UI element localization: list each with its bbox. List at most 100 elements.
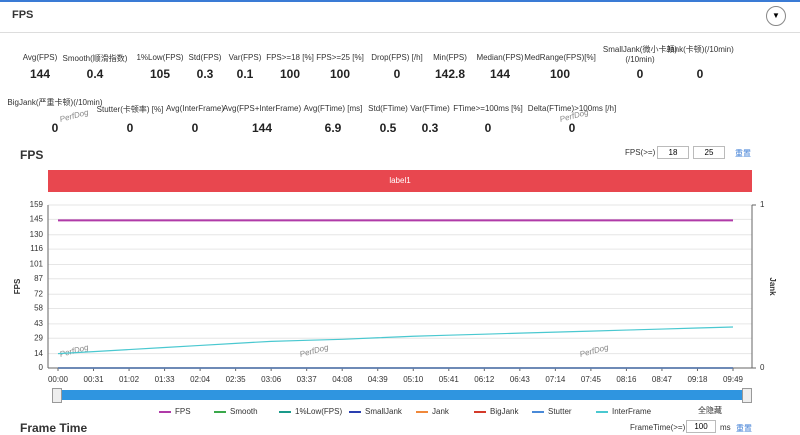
x-tick-label: 03:06 (261, 375, 282, 384)
legend-label[interactable]: SmallJank (365, 407, 403, 416)
stat-value: 0.3 (421, 121, 439, 135)
collapse-button[interactable]: ▼ (766, 6, 786, 26)
stat-value: 142.8 (434, 67, 466, 81)
x-tick-label: 07:45 (581, 375, 602, 384)
stat-label: Jank(卡顿)(/10min) (666, 45, 734, 54)
stat-label: Avg(InterFrame) (165, 104, 225, 113)
y2-tick-label: 1 (760, 200, 765, 209)
legend-label[interactable]: FPS (175, 407, 191, 416)
legend-label[interactable]: Stutter (548, 407, 572, 416)
stat-value: 0 (696, 67, 704, 81)
stat-value: 0.1 (236, 67, 254, 81)
stat-label: Avg(FPS) (22, 53, 58, 62)
y-tick-label: 58 (34, 304, 43, 313)
legend-label[interactable]: BigJank (490, 407, 519, 416)
x-tick-label: 06:12 (474, 375, 495, 384)
stat-label: 1%Low(FPS) (136, 53, 184, 62)
stat-value: 144 (251, 121, 273, 135)
threshold-input[interactable]: 25 (693, 146, 725, 159)
x-tick-label: 04:39 (368, 375, 389, 384)
x-tick-label: 05:10 (403, 375, 424, 384)
y-tick-label: 159 (30, 200, 44, 209)
hide-all-button[interactable]: 全隐藏 (698, 405, 722, 415)
stat-label: SmallJank(微小卡顿)(/10min) (602, 45, 678, 64)
legend-label[interactable]: 1%Low(FPS) (295, 407, 342, 416)
x-tick-label: 02:04 (190, 375, 211, 384)
header-bar (0, 0, 800, 33)
x-tick-label: 07:14 (545, 375, 566, 384)
stat-value: 0 (568, 121, 576, 135)
y-tick-label: 116 (30, 244, 43, 253)
stat-value: 0.5 (379, 121, 397, 135)
y2-axis-label: Jank (768, 277, 777, 296)
slider[interactable] (52, 390, 752, 400)
x-tick-label: 02:35 (226, 375, 247, 384)
slider-handle[interactable] (52, 388, 62, 403)
stat-value: 6.9 (324, 121, 342, 135)
unit: ms (720, 423, 731, 432)
slider-handle[interactable] (742, 388, 752, 403)
stat-value: 0.4 (86, 67, 104, 81)
stat-label: Avg(FPS+InterFrame) (222, 104, 302, 113)
stat-label: MedRange(FPS)[%] (524, 53, 596, 62)
watermark: PerfDog (59, 108, 90, 124)
x-tick-label: 00:31 (84, 375, 105, 384)
frametime-label: FrameTime(>=) (630, 423, 686, 432)
y-tick-label: 0 (39, 363, 44, 372)
y-tick-label: 101 (30, 260, 44, 269)
y-axis-label: FPS (13, 278, 22, 294)
threshold-label: FPS(>=) (625, 148, 656, 157)
legend-label[interactable]: InterFrame (612, 407, 652, 416)
x-tick-label: 01:33 (155, 375, 176, 384)
reset-button[interactable]: 重置 (736, 424, 752, 433)
stat-value: 0 (484, 121, 492, 135)
stat-label: Std(FPS) (188, 53, 222, 62)
x-tick-label: 09:49 (723, 375, 744, 384)
watermark: PerfDog (59, 343, 90, 359)
stat-value: 0 (126, 121, 134, 135)
stat-label: Avg(FTime) [ms] (303, 104, 363, 113)
stat-label: Var(FPS) (228, 53, 262, 62)
x-tick-label: 03:37 (297, 375, 318, 384)
stat-value: 0 (51, 121, 59, 135)
stat-value: 144 (489, 67, 511, 81)
x-tick-label: 05:41 (439, 375, 460, 384)
stat-value: 105 (149, 67, 171, 81)
stat-label: FPS>=18 [%] (266, 53, 314, 62)
watermark: PerfDog (559, 108, 590, 124)
x-tick-label: 08:47 (652, 375, 673, 384)
stat-label: Stutter(卡顿率) [%] (96, 105, 164, 114)
y-tick-label: 87 (34, 274, 43, 283)
watermark: PerfDog (579, 343, 610, 359)
stat-label: Smooth(顺滑指数) (62, 54, 128, 63)
y-tick-label: 145 (30, 214, 44, 223)
stat-label: FTime>=100ms [%] (453, 104, 523, 113)
x-tick-label: 01:02 (119, 375, 140, 384)
stat-label: Delta(FTime)>100ms [/h] (527, 104, 617, 113)
x-tick-label: 09:18 (687, 375, 708, 384)
x-tick-label: 08:16 (616, 375, 637, 384)
watermark: PerfDog (299, 343, 330, 359)
legend-label[interactable]: Jank (432, 407, 450, 416)
stat-value: 100 (329, 67, 351, 81)
footer-title: Frame Time (20, 421, 88, 435)
y-tick-label: 29 (34, 333, 43, 342)
y-tick-label: 130 (30, 230, 44, 239)
threshold-input[interactable]: 18 (657, 146, 689, 159)
stat-value: 0.3 (196, 67, 214, 81)
y-tick-label: 43 (34, 319, 43, 328)
series-line (57, 326, 734, 355)
header-title: FPS (12, 9, 34, 21)
legend-label[interactable]: Smooth (230, 407, 258, 416)
reset-button[interactable]: 重置 (735, 149, 751, 158)
x-tick-label: 06:43 (510, 375, 531, 384)
y-tick-label: 14 (34, 349, 43, 358)
x-tick-label: 04:08 (332, 375, 353, 384)
stat-value: 0 (191, 121, 199, 135)
stat-label: Min(FPS) (433, 53, 467, 62)
stat-value: 0 (393, 67, 401, 81)
stat-label: Drop(FPS) [/h] (371, 53, 423, 62)
frametime-input[interactable]: 100 (686, 420, 716, 433)
